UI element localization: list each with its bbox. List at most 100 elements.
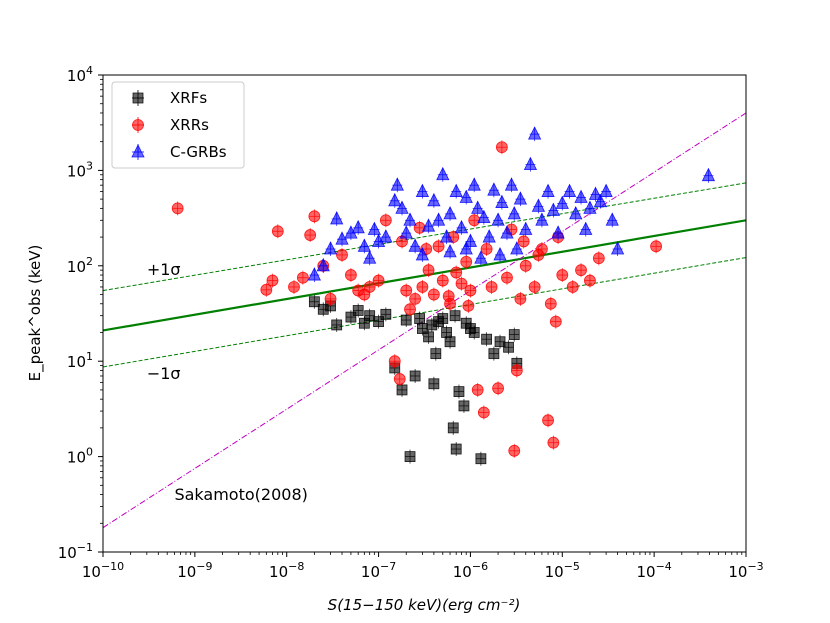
point-C-GRBs	[449, 183, 463, 197]
point-C-GRBs	[408, 238, 422, 252]
x-tick-label: 10−3	[728, 560, 763, 581]
point-C-GRBs	[454, 219, 469, 234]
point-XRRs	[575, 264, 587, 277]
point-XRFs	[494, 336, 506, 348]
y-tick-label: 103	[67, 159, 93, 180]
point-XRRs	[393, 373, 406, 385]
point-XRRs	[532, 249, 545, 261]
annotation: +1σ	[147, 260, 181, 279]
point-XRFs	[444, 336, 456, 348]
point-XRRs	[345, 269, 357, 281]
point-XRRs	[455, 277, 468, 290]
point-XRRs	[460, 255, 473, 268]
x-tick-label: 10−8	[269, 560, 304, 581]
data-points	[171, 126, 716, 466]
point-C-GRBs	[583, 200, 597, 214]
point-XRRs	[468, 214, 481, 227]
point-XRRs	[336, 249, 348, 261]
point-C-GRBs	[459, 241, 473, 255]
point-XRRs	[324, 292, 337, 305]
point-C-GRBs	[351, 219, 365, 234]
x-tick-label: 10−5	[545, 560, 580, 581]
y-tick-label: 101	[67, 350, 93, 371]
point-C-GRBs	[541, 183, 555, 197]
point-XRRs	[379, 214, 392, 227]
point-C-GRBs	[471, 200, 485, 214]
point-XRFs	[449, 310, 461, 322]
point-C-GRBs	[605, 212, 619, 226]
point-XRFs	[409, 370, 421, 382]
point-XRFs	[447, 422, 459, 434]
point-XRRs	[549, 315, 562, 328]
point-XRFs	[380, 308, 392, 320]
point-XRRs	[471, 384, 484, 396]
point-XRRs	[266, 274, 279, 287]
point-C-GRBs	[701, 167, 716, 182]
point-XRRs	[427, 288, 440, 301]
line-plus-1-sigma	[103, 182, 746, 292]
point-XRRs	[442, 290, 455, 303]
point-XRRs	[566, 281, 579, 293]
point-XRRs	[271, 225, 284, 238]
point-C-GRBs	[431, 212, 446, 226]
point-XRRs	[288, 281, 300, 293]
point-C-GRBs	[323, 241, 338, 255]
point-C-GRBs	[593, 193, 608, 208]
point-XRRs	[388, 355, 401, 368]
point-XRFs	[400, 314, 412, 326]
y-tick-label: 104	[67, 64, 93, 85]
point-XRFs	[508, 329, 520, 341]
point-XRRs	[542, 414, 554, 427]
point-C-GRBs	[463, 233, 478, 247]
point-XRFs	[426, 319, 438, 331]
point-XRRs	[462, 299, 475, 312]
point-C-GRBs	[579, 221, 593, 235]
point-XRRs	[436, 274, 449, 287]
point-XRFs	[423, 331, 434, 343]
y-axis: 10−1 100 101 102 103 104	[58, 64, 103, 562]
point-C-GRBs	[551, 225, 565, 239]
series-C-GRBs	[307, 126, 716, 283]
point-XRRs	[485, 281, 498, 293]
legend-marker-C-GRBs	[131, 144, 145, 158]
point-C-GRBs	[487, 182, 501, 196]
point-XRRs	[519, 259, 532, 272]
point-C-GRBs	[562, 183, 577, 197]
line-best-fit	[103, 219, 746, 332]
point-XRRs	[260, 283, 273, 296]
point-C-GRBs	[395, 200, 409, 214]
point-XRFs	[481, 333, 493, 345]
point-C-GRBs	[443, 206, 457, 220]
point-XRFs	[465, 323, 476, 334]
legend-marker-XRFs	[132, 92, 144, 104]
series-XRRs	[171, 140, 662, 458]
point-C-GRBs	[477, 209, 491, 224]
point-XRRs	[517, 235, 530, 248]
point-XRRs	[422, 264, 435, 277]
point-C-GRBs	[504, 177, 519, 191]
point-XRRs	[592, 252, 605, 265]
point-XRFs	[430, 348, 442, 360]
point-C-GRBs	[403, 212, 417, 226]
point-XRFs	[437, 313, 449, 324]
point-C-GRBs	[588, 186, 603, 200]
point-XRFs	[503, 341, 514, 353]
point-XRRs	[477, 406, 490, 419]
point-C-GRBs	[500, 225, 514, 239]
point-XRFs	[475, 453, 487, 465]
point-C-GRBs	[330, 211, 344, 225]
point-C-GRBs	[527, 126, 542, 140]
series-XRFs	[308, 294, 523, 466]
point-XRRs	[432, 240, 445, 253]
point-C-GRBs	[439, 229, 454, 243]
point-XRRs	[501, 271, 513, 284]
point-XRFs	[453, 386, 465, 398]
point-XRFs	[458, 400, 470, 412]
point-XRRs	[450, 266, 463, 279]
point-XRFs	[414, 313, 426, 324]
point-C-GRBs	[535, 212, 549, 226]
annotations: +1σ −1σ Sakamoto(2008)	[147, 260, 308, 504]
point-XRRs	[304, 229, 317, 241]
point-C-GRBs	[491, 212, 505, 226]
